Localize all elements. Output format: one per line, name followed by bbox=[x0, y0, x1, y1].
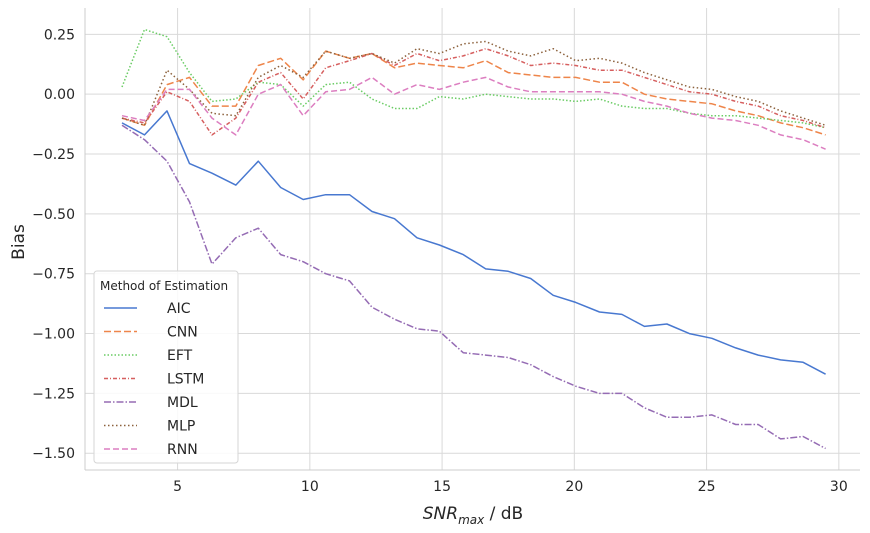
legend-label-mlp: MLP bbox=[167, 419, 195, 435]
legend-label-lstm: LSTM bbox=[167, 372, 204, 388]
legend: Method of Estimation AIC CNN EFT LSTM MDL MLP… bbox=[93, 270, 239, 464]
legend-box bbox=[93, 270, 239, 464]
y-tick-labels: 0.25 0.00 −0.25 −0.50 −0.75 −1.00 −1.25 −1.50 bbox=[32, 27, 75, 462]
y-tick-label: −0.75 bbox=[32, 267, 75, 283]
legend-label-mdl: MDL bbox=[167, 395, 198, 411]
x-tick-label: 20 bbox=[565, 479, 583, 495]
x-tick-label: 30 bbox=[830, 479, 848, 495]
x-axis-label-main: SNR bbox=[423, 504, 458, 524]
y-tick-label: −1.00 bbox=[32, 327, 75, 343]
series-line-mdl bbox=[121, 124, 826, 450]
series-line-mlp bbox=[121, 40, 826, 127]
x-axis-label-subscript: max bbox=[458, 513, 485, 527]
y-tick-label: −0.25 bbox=[32, 147, 75, 163]
y-tick-label: −1.50 bbox=[32, 446, 75, 462]
legend-label-eft: EFT bbox=[167, 348, 193, 364]
axes bbox=[84, 8, 860, 471]
series-line-rnn bbox=[121, 76, 826, 150]
x-tick-label: 5 bbox=[173, 479, 182, 495]
legend-label-cnn: CNN bbox=[167, 325, 198, 341]
y-tick-label: −1.25 bbox=[32, 386, 75, 402]
x-tick-label: 15 bbox=[433, 479, 451, 495]
x-tick-labels: 5 10 15 20 25 30 bbox=[173, 479, 848, 495]
y-tick-label: −0.50 bbox=[32, 207, 75, 223]
x-axis-label-unit: / dB bbox=[484, 504, 523, 524]
y-tick-label: 0.00 bbox=[44, 87, 75, 103]
legend-label-aic: AIC bbox=[167, 301, 191, 317]
legend-items: AIC CNN EFT LSTM MDL MLP RNN bbox=[104, 301, 204, 458]
x-tick-label: 10 bbox=[301, 479, 319, 495]
series-line-aic bbox=[121, 110, 826, 375]
x-axis-label: SNRmax / dB bbox=[423, 504, 523, 527]
series-line-eft bbox=[121, 28, 826, 129]
y-tick-label: 0.25 bbox=[44, 27, 75, 43]
x-tick-label: 25 bbox=[698, 479, 716, 495]
grid bbox=[85, 8, 860, 470]
series-line-cnn bbox=[121, 50, 826, 136]
legend-label-rnn: RNN bbox=[167, 442, 198, 458]
y-axis-label: Bias bbox=[9, 224, 29, 260]
series-line-lstm bbox=[121, 47, 826, 136]
legend-title: Method of Estimation bbox=[100, 279, 228, 293]
series-lines bbox=[121, 28, 826, 450]
